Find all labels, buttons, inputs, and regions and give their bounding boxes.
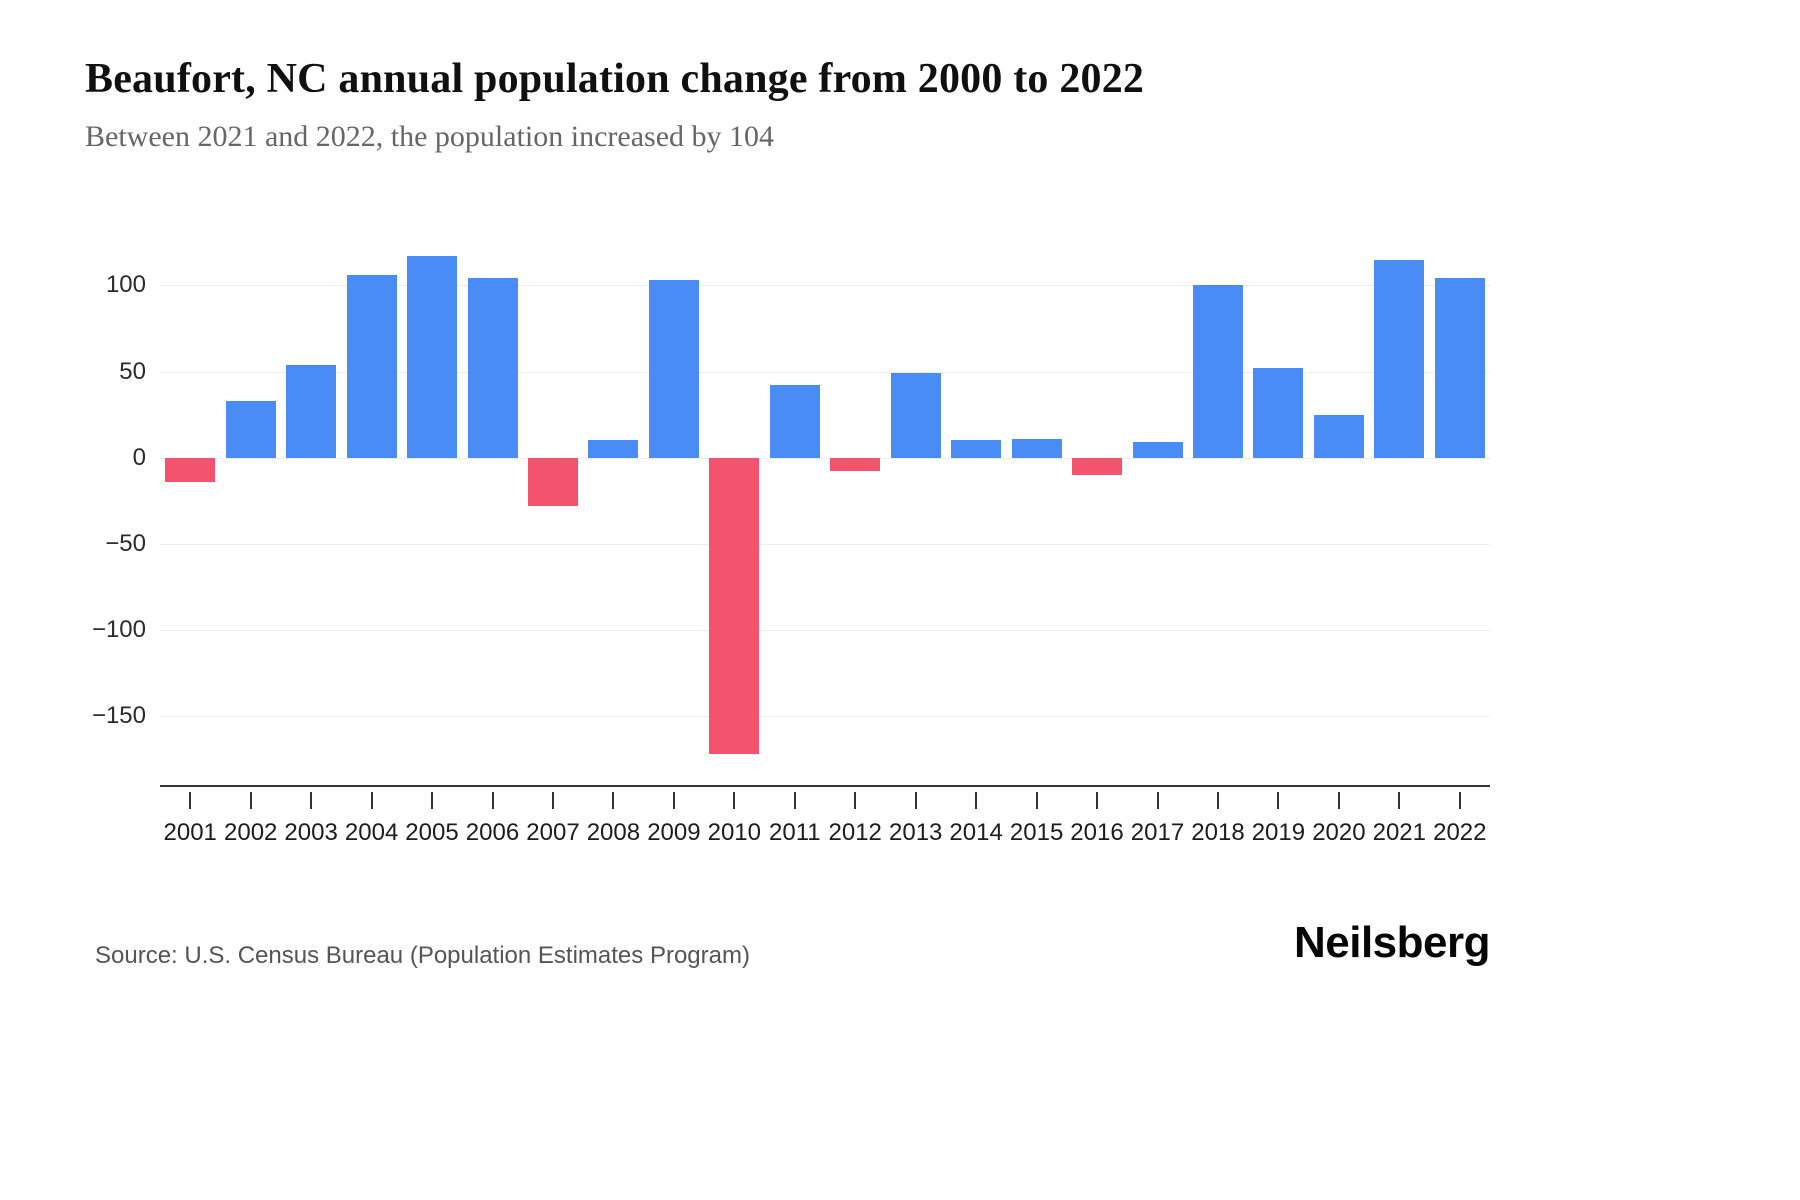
x-tick-label: 2016	[1070, 819, 1124, 846]
x-tick-label: 2012	[828, 819, 882, 846]
plot-area	[160, 225, 1490, 785]
x-tick-label: 2013	[888, 819, 943, 846]
x-tick	[1337, 792, 1340, 809]
x-tick	[189, 792, 192, 809]
x-tick-label: 2014	[949, 819, 1003, 846]
bar-2022	[1434, 278, 1485, 458]
bar-2001	[165, 457, 216, 482]
bar-2006	[467, 278, 518, 458]
x-tick-label: 2020	[1312, 819, 1366, 846]
x-tick	[491, 792, 494, 809]
bar-2011	[769, 385, 820, 458]
y-tick-label: −50	[105, 529, 146, 557]
x-tick-label: 2017	[1130, 819, 1185, 846]
bar-2007	[528, 457, 578, 506]
x-tick	[370, 792, 373, 809]
gridline	[160, 543, 1490, 545]
x-tick-label: 2008	[586, 819, 641, 846]
x-tick-label: 2001	[163, 819, 217, 846]
x-tick	[249, 792, 252, 809]
bar-2018	[1193, 285, 1243, 458]
x-tick	[612, 792, 615, 809]
x-tick	[310, 792, 313, 809]
y-tick-label: −100	[91, 615, 146, 643]
y-tick-label: 50	[119, 357, 146, 385]
x-tick	[1217, 792, 1219, 809]
x-tick	[1458, 792, 1461, 809]
y-axis: 100 50 0 −50 −100 −150	[0, 225, 160, 785]
x-tick-label: 2009	[647, 819, 701, 846]
bar-2020	[1313, 414, 1364, 458]
y-tick-label: 100	[105, 271, 146, 299]
x-tick-label: 2010	[707, 819, 761, 846]
x-tick	[672, 792, 675, 809]
x-tick	[793, 792, 796, 809]
x-tick-label: 2003	[284, 819, 338, 846]
bar-2002	[225, 400, 276, 458]
x-tick	[1277, 792, 1280, 809]
gridline	[160, 285, 1490, 287]
x-tick	[1096, 792, 1098, 809]
brand-logo: Neilsberg	[1293, 918, 1491, 967]
y-tick-label: 0	[132, 443, 146, 471]
bar-2003	[286, 364, 337, 458]
bar-2015	[1011, 438, 1062, 458]
y-tick-label: −150	[91, 702, 146, 730]
x-tick	[914, 792, 917, 809]
bar-2010	[709, 457, 760, 754]
x-tick-label: 2022	[1433, 819, 1487, 846]
bar-2012	[830, 457, 881, 472]
bar-2016	[1072, 457, 1122, 475]
x-tick	[1035, 792, 1038, 809]
gridline	[160, 716, 1490, 718]
bar-2005	[407, 256, 457, 458]
chart-subtitle: Between 2021 and 2022, the population in…	[85, 120, 775, 153]
x-tick-label: 2018	[1191, 819, 1245, 846]
x-tick-label: 2007	[526, 819, 580, 846]
chart-title: Beaufort, NC annual population change fr…	[85, 56, 1145, 102]
x-tick	[1156, 792, 1159, 809]
x-tick	[431, 792, 433, 809]
x-tick	[975, 792, 978, 809]
gridline	[160, 629, 1490, 631]
x-tick-label: 2004	[344, 819, 399, 846]
x-tick-label: 2011	[768, 819, 821, 846]
source-note: Source: U.S. Census Bureau (Population E…	[95, 942, 750, 969]
x-tick	[733, 792, 736, 809]
bar-2013	[890, 373, 941, 458]
bar-2004	[346, 275, 397, 458]
x-axis: 2001 2002 2003 2004 2005 2006 2007 2008 2009 2010…	[160, 785, 1490, 865]
x-tick-label: 2015	[1009, 819, 1064, 846]
x-tick-label: 2019	[1251, 819, 1306, 846]
x-tick-label: 2005	[405, 819, 459, 846]
x-tick-label: 2021	[1372, 819, 1426, 846]
bar-2009	[648, 280, 699, 458]
x-tick-label: 2006	[465, 819, 520, 846]
bar-2019	[1253, 368, 1304, 458]
gridline	[160, 457, 1490, 459]
bar-2014	[951, 440, 1002, 458]
x-tick-label: 2002	[223, 819, 278, 846]
bar-2017	[1132, 442, 1183, 458]
x-tick	[1398, 792, 1401, 809]
x-tick	[552, 792, 554, 809]
x-tick	[854, 792, 857, 809]
bar-2021	[1374, 259, 1425, 458]
gridline	[160, 371, 1490, 373]
bar-2008	[588, 440, 639, 458]
